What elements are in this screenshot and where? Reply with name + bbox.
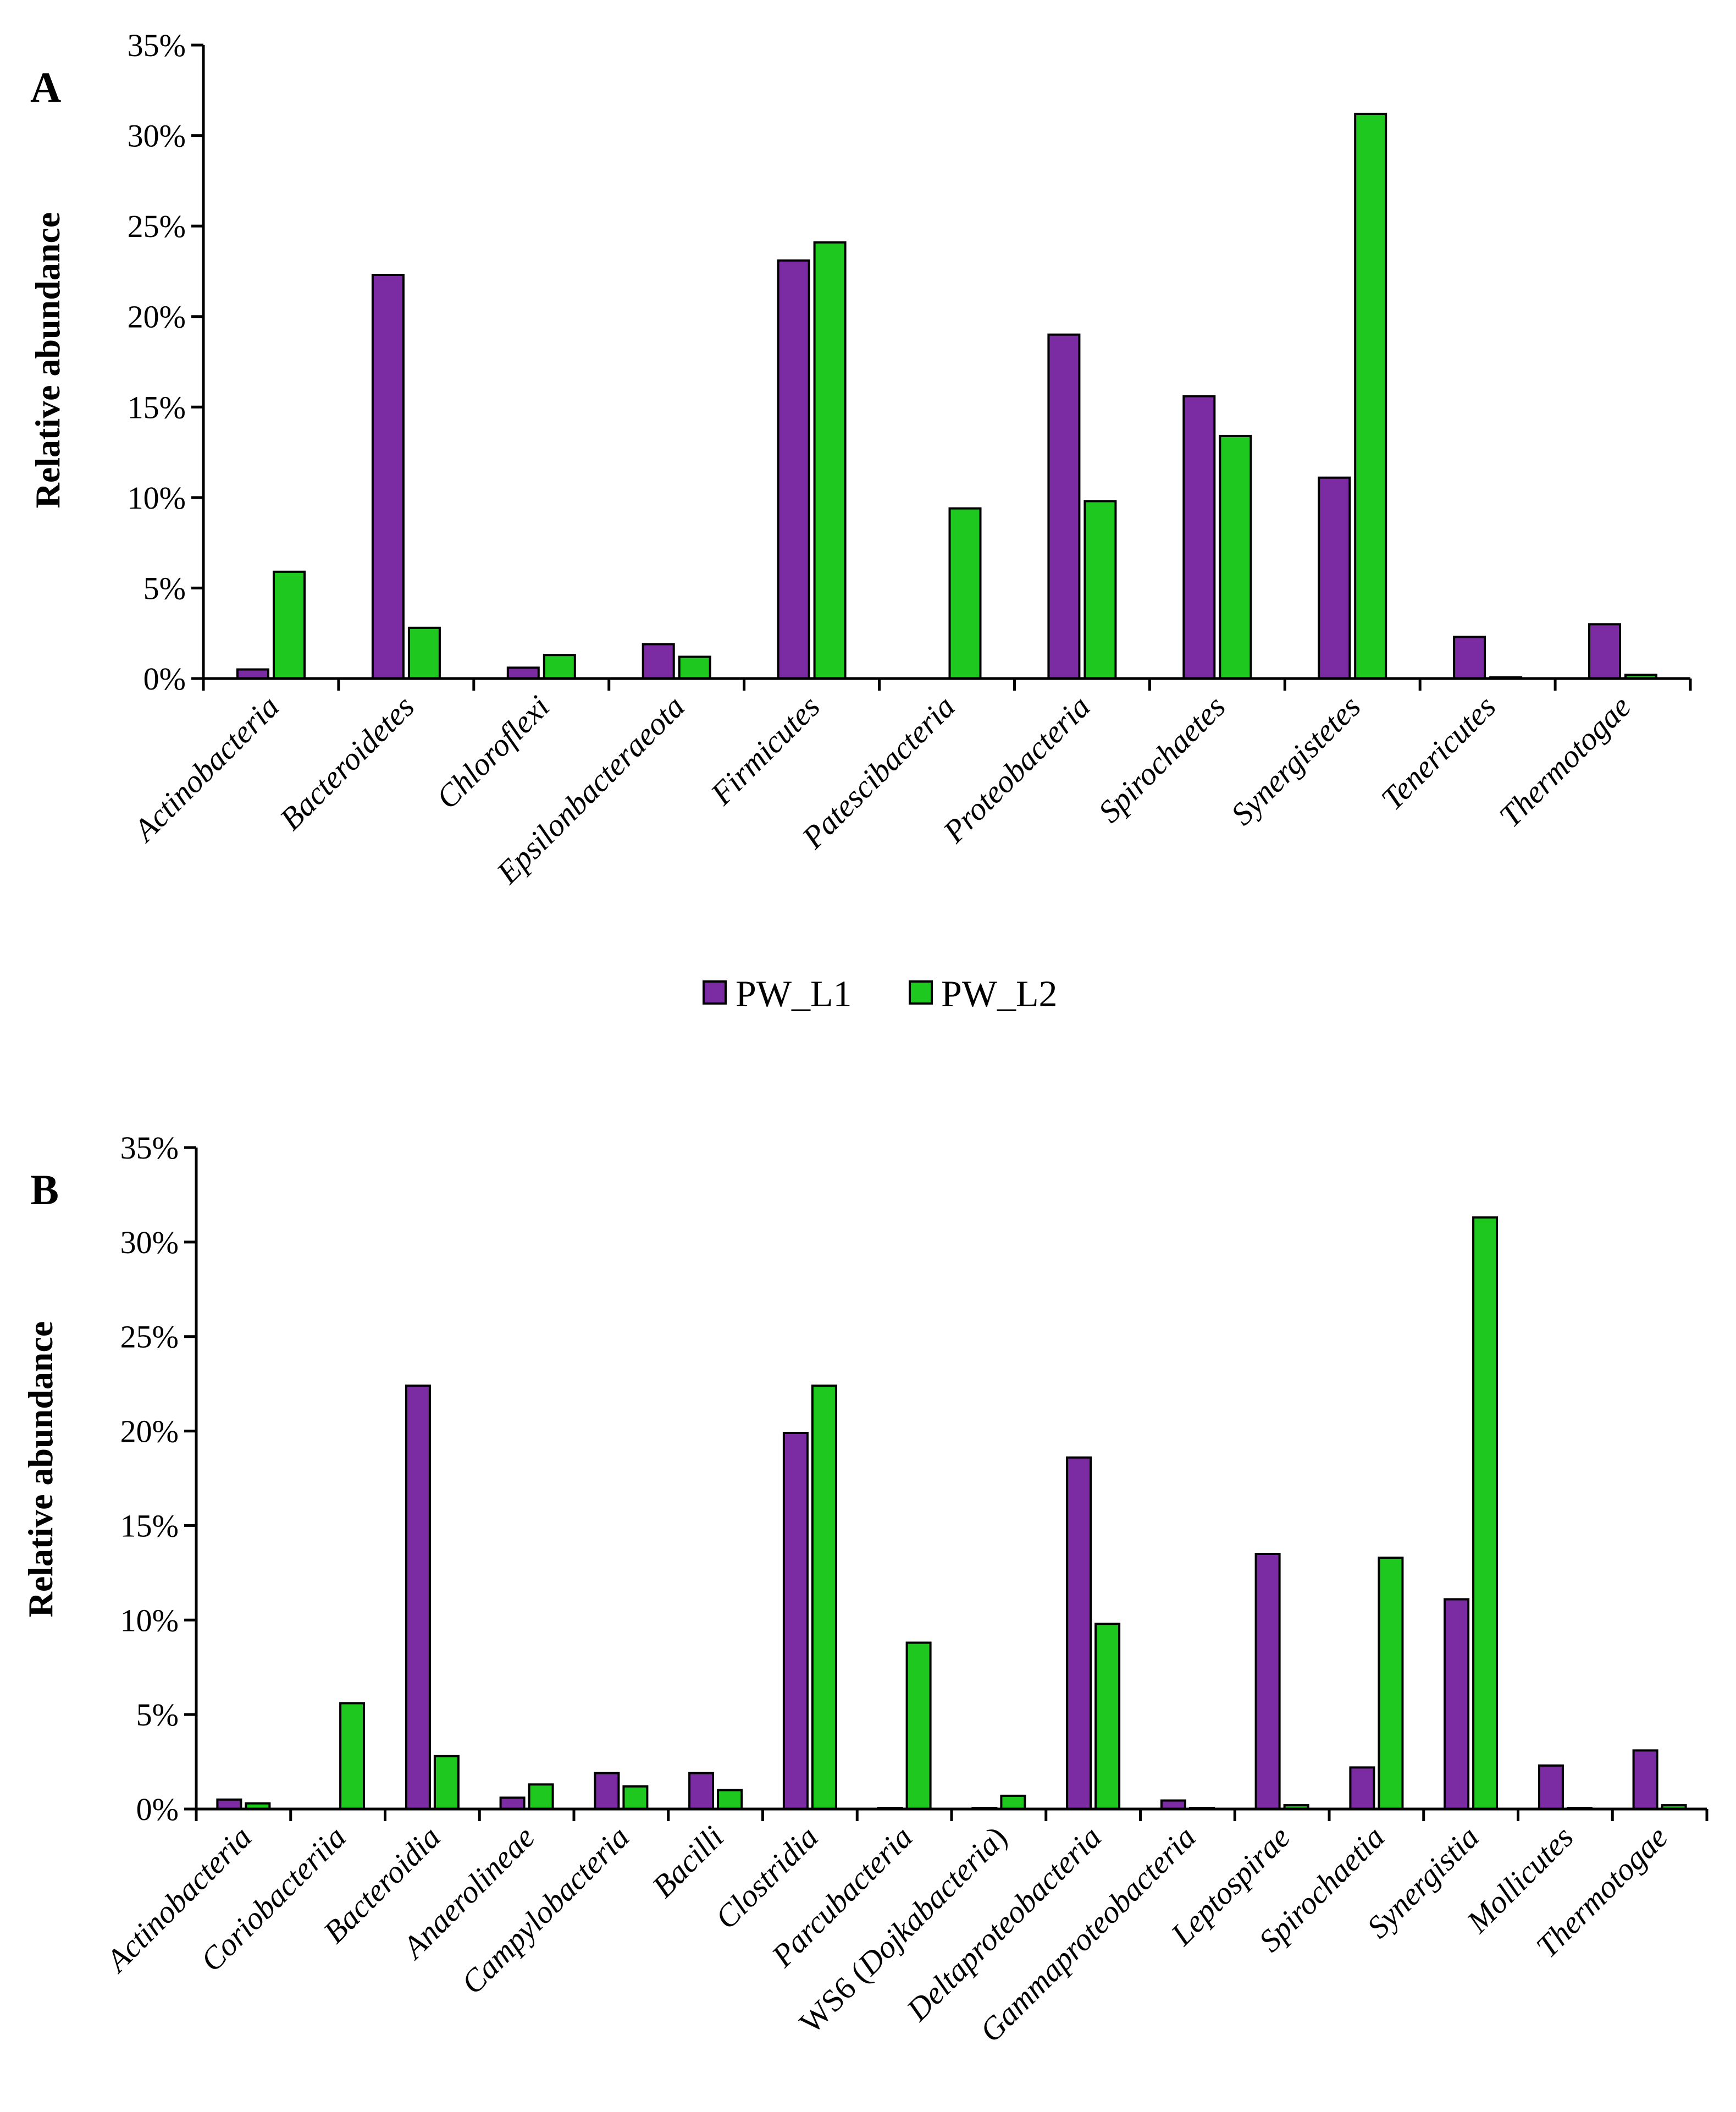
x-tick-label-a-1: Bacteroidetes — [273, 688, 421, 837]
bar-a-pw-l2-6 — [1083, 500, 1117, 680]
y-tick-labels-a: 0% 5% 10% 15% 20% 25% 30% 35% — [128, 27, 186, 697]
y-tick-labels-b: 0% 5% 10% 15% 20% 25% 30% 35% — [120, 1130, 179, 1827]
panel-label-a: A — [30, 63, 61, 111]
bar-a-pw-l2-3 — [678, 655, 711, 680]
bar-b-pw-l2-9 — [1094, 1623, 1121, 1810]
bar-b-pw-l1-15 — [1632, 1749, 1658, 1810]
y-tick-label-a-5: 25% — [128, 208, 186, 244]
y-tick-label-a-0: 0% — [143, 661, 186, 697]
bar-b-pw-l1-12 — [1349, 1766, 1375, 1810]
bar-b-pw-l1-0 — [216, 1798, 242, 1811]
bar-b-pw-l2-1 — [339, 1702, 366, 1810]
bar-a-pw-l2-5 — [948, 507, 982, 680]
x-tick-label-a-7: Spirochaetes — [1091, 688, 1232, 829]
y-tick-label-a-3: 15% — [128, 389, 186, 425]
bar-b-pw-l1-3 — [499, 1796, 526, 1810]
legend-label-pw-l1: PW_L1 — [736, 973, 852, 1014]
y-tick-label-b-2: 10% — [120, 1602, 179, 1638]
bar-b-pw-l2-7 — [905, 1641, 932, 1810]
bar-b-pw-l1-5 — [688, 1772, 715, 1810]
y-tick-label-b-4: 20% — [120, 1414, 179, 1449]
bar-a-pw-l1-3 — [642, 643, 675, 680]
panel-label-b: B — [30, 1166, 59, 1214]
y-tick-label-a-1: 5% — [143, 570, 186, 606]
bar-b-pw-l2-8 — [1000, 1794, 1026, 1810]
legend-label-pw-l2: PW_L2 — [941, 973, 1058, 1014]
y-tick-label-a-6: 30% — [128, 118, 186, 154]
bar-b-pw-l2-3 — [528, 1783, 554, 1811]
x-tick-label-b-4: Campylobacteria — [454, 1819, 636, 2001]
bar-a-pw-l1-4 — [777, 259, 810, 680]
chart-panel-b: B Relative abundance 0% 5% 10% 15% 20% 25% 30%… — [21, 1130, 1709, 2049]
y-axis-label-a: Relative abundance — [28, 212, 67, 509]
bar-a-pw-l1-8 — [1318, 476, 1351, 680]
y-tick-label-a-2: 10% — [128, 480, 186, 516]
bar-a-pw-l1-10 — [1588, 623, 1621, 680]
legend-swatch-pw-l2 — [909, 980, 933, 1005]
y-tick-label-b-7: 35% — [120, 1130, 179, 1166]
bar-b-pw-l1-9 — [1066, 1456, 1092, 1810]
bar-a-pw-l1-7 — [1182, 395, 1216, 680]
bars-b — [216, 1216, 1687, 1811]
bar-a-pw-l2-8 — [1354, 113, 1387, 680]
x-tick-label-a-9: Tenericutes — [1374, 688, 1503, 817]
bar-b-pw-l1-14 — [1538, 1764, 1564, 1810]
bar-b-pw-l2-6 — [811, 1385, 837, 1811]
legend-swatch-pw-l1 — [703, 980, 727, 1005]
y-tick-label-b-5: 25% — [120, 1319, 179, 1355]
chart-panel-a: A Relative abundance 0% 5% 10% 15% 20% 25% 30%… — [28, 27, 1692, 891]
y-tick-label-b-0: 0% — [136, 1791, 179, 1827]
bar-a-pw-l2-7 — [1219, 434, 1252, 680]
y-tick-label-b-3: 15% — [120, 1508, 179, 1543]
legend: PW_L1 PW_L2 — [703, 973, 1058, 1014]
axes-b — [184, 1146, 1709, 1821]
bar-a-pw-l2-1 — [407, 626, 441, 680]
y-axis-label-b: Relative abundance — [21, 1321, 60, 1618]
bars-a — [236, 113, 1657, 680]
bar-b-pw-l2-13 — [1472, 1216, 1499, 1810]
bar-b-pw-l2-4 — [622, 1785, 649, 1811]
bar-a-pw-l2-4 — [813, 241, 847, 680]
y-tick-label-b-1: 5% — [136, 1697, 179, 1733]
x-tick-label-a-2: Chloroflexi — [429, 688, 556, 815]
axes-a — [191, 43, 1692, 691]
x-tick-labels-b: ActinobacteriaCoriobacteriiaBacteroidiaA… — [98, 1819, 1675, 2049]
bar-a-pw-l2-0 — [273, 570, 306, 680]
bar-b-pw-l1-4 — [594, 1772, 620, 1810]
bar-b-pw-l1-13 — [1444, 1598, 1470, 1810]
bar-a-pw-l1-1 — [371, 274, 405, 680]
bar-b-pw-l2-12 — [1378, 1556, 1404, 1810]
x-tick-label-a-4: Firmicutes — [703, 688, 826, 812]
bar-b-pw-l1-2 — [405, 1385, 431, 1811]
bar-a-pw-l1-9 — [1453, 636, 1486, 680]
bar-b-pw-l2-2 — [433, 1755, 460, 1811]
x-tick-label-a-10: Thermotogae — [1492, 688, 1638, 834]
bar-b-pw-l1-6 — [782, 1432, 809, 1810]
bar-b-pw-l1-11 — [1254, 1553, 1281, 1810]
y-tick-label-b-6: 30% — [120, 1225, 179, 1260]
y-tick-label-a-7: 35% — [128, 27, 186, 63]
bar-a-pw-l1-6 — [1047, 333, 1081, 680]
bar-b-pw-l2-5 — [717, 1789, 743, 1811]
bar-a-pw-l1-2 — [506, 666, 540, 680]
bar-a-pw-l2-2 — [543, 654, 576, 680]
x-tick-label-b-5: Bacilli — [645, 1819, 730, 1904]
x-tick-label-a-0: Actinobacteria — [125, 688, 286, 850]
y-tick-label-a-4: 20% — [128, 299, 186, 335]
x-tick-label-a-8: Synergistetes — [1224, 688, 1368, 832]
